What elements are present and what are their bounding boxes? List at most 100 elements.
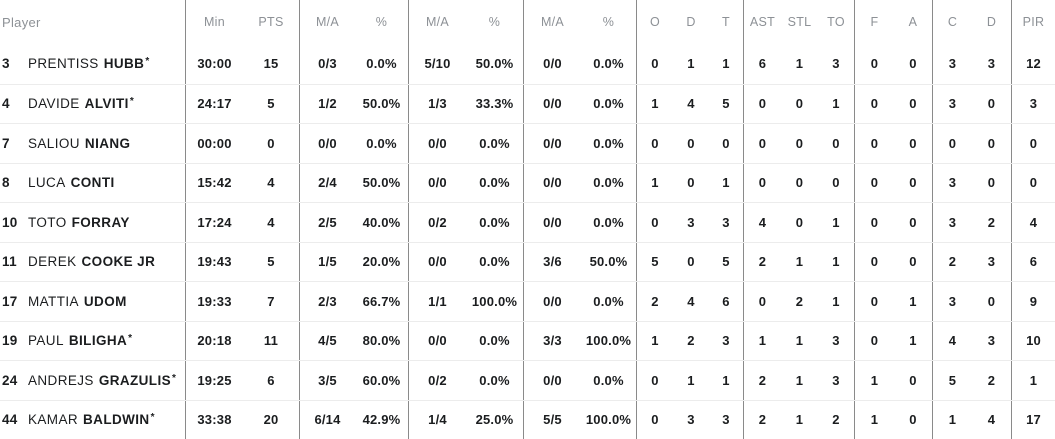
- offensive-rebounds-cell: 1: [651, 333, 659, 349]
- defensive-rebounds-cell: 4: [687, 293, 695, 309]
- ft-made-attempted-cell: 0/0: [543, 214, 562, 230]
- pir-cell: 4: [1029, 214, 1038, 230]
- player-row: 8 LUCA CONTI 15:42 4 2/4 50.0% 0/0 0.0% 0…: [0, 162, 1055, 202]
- defensive-rebounds-cell: 0: [687, 175, 695, 191]
- 2pt-percent-cell: 20.0%: [355, 242, 409, 281]
- 3pt-made-attempted-cell: 1/4: [428, 412, 447, 428]
- col-header-defensive-rebounds: D: [686, 15, 696, 29]
- blocks-against-cell: 0: [894, 400, 933, 439]
- assists-cell: 4: [758, 214, 767, 230]
- player-cell: 4 DAVIDE ALVITI*: [0, 84, 186, 123]
- player-last-name: GRAZULIS: [98, 372, 172, 388]
- fouls-drawn-cell: 0: [972, 282, 1012, 321]
- fouls-committed-cell: 3: [948, 96, 957, 112]
- ft-made-attempted-cell: 0/0: [543, 175, 562, 191]
- player-last-name: FORRAY: [71, 214, 130, 230]
- blocks-for-cell: 0: [870, 254, 879, 270]
- player-name: TOTO FORRAY: [28, 215, 131, 230]
- minutes-cell: 17:24: [197, 214, 232, 230]
- ft-made-attempted-cell: 3/6: [543, 254, 562, 270]
- player-name: SALIOU NIANG: [28, 136, 131, 151]
- blocks-against-cell: 0: [894, 44, 933, 84]
- minutes-cell: 00:00: [197, 135, 232, 151]
- player-row: 19 PAUL BILIGHA* 20:18 11 4/5 80.0% 0/0 0…: [0, 320, 1055, 360]
- fouls-committed-cell: 3: [948, 293, 957, 309]
- 2pt-made-attempted-cell: 6/14: [314, 412, 341, 428]
- points-cell: 5: [243, 242, 300, 281]
- player-first-name: KAMAR: [28, 412, 79, 428]
- player-first-name: ANDREJS: [28, 372, 94, 388]
- minutes-cell: 24:17: [197, 96, 232, 112]
- blocks-for-cell: 0: [870, 293, 879, 309]
- jersey-number: 3: [2, 56, 10, 72]
- ft-percent-cell: 100.0%: [581, 321, 637, 360]
- player-last-name: ALVITI: [84, 96, 129, 112]
- player-first-name: PAUL: [28, 333, 64, 349]
- 3pt-percent-cell: 50.0%: [466, 44, 524, 84]
- blocks-for-cell: 1: [870, 412, 879, 428]
- fouls-drawn-cell: 3: [972, 242, 1012, 281]
- player-name: KAMAR BALDWIN*: [28, 412, 155, 427]
- col-header-3pt-percent: %: [466, 0, 524, 44]
- ft-made-attempted-cell: 0/0: [543, 135, 562, 151]
- starter-asterisk: *: [145, 56, 150, 68]
- col-header-2pt-made-attempted: M/A: [315, 15, 340, 29]
- blocks-for-cell: 0: [870, 333, 879, 349]
- steals-cell: 0: [795, 175, 804, 191]
- 2pt-percent-cell: 42.9%: [355, 400, 409, 439]
- assists-cell: 0: [758, 293, 767, 309]
- steals-cell: 1: [795, 412, 804, 428]
- ft-percent-cell: 0.0%: [581, 361, 637, 400]
- starter-asterisk: *: [128, 333, 133, 345]
- offensive-rebounds-cell: 0: [651, 56, 659, 72]
- 2pt-percent-cell: 0.0%: [355, 124, 409, 163]
- defensive-rebounds-cell: 3: [687, 214, 695, 230]
- blocks-for-cell: 0: [870, 135, 879, 151]
- turnovers-cell: 3: [818, 321, 855, 360]
- 2pt-made-attempted-cell: 2/4: [318, 175, 337, 191]
- player-cell: 44 KAMAR BALDWIN*: [0, 400, 186, 439]
- jersey-number: 10: [2, 214, 18, 230]
- turnovers-cell: 1: [818, 242, 855, 281]
- fouls-drawn-cell: 2: [972, 203, 1012, 242]
- total-rebounds-cell: 5: [709, 84, 744, 123]
- blocks-against-cell: 0: [894, 163, 933, 202]
- minutes-cell: 33:38: [197, 412, 232, 428]
- col-header-fouls-drawn: D: [972, 0, 1012, 44]
- player-last-name: COOKE JR: [81, 254, 156, 270]
- player-row: 3 PRENTISS HUBB* 30:00 15 0/3 0.0% 5/10 5…: [0, 44, 1055, 84]
- 3pt-percent-cell: 0.0%: [466, 124, 524, 163]
- offensive-rebounds-cell: 0: [651, 135, 659, 151]
- fouls-committed-cell: 5: [948, 372, 957, 388]
- fouls-drawn-cell: 4: [972, 400, 1012, 439]
- header-row: Player Min PTS M/A % M/A % M/A % O D T A…: [0, 0, 1055, 44]
- points-cell: 11: [243, 321, 300, 360]
- ft-percent-cell: 0.0%: [581, 282, 637, 321]
- pir-cell: 1: [1029, 372, 1038, 388]
- ft-made-attempted-cell: 0/0: [543, 96, 562, 112]
- player-cell: 17 MATTIA UDOM: [0, 282, 186, 321]
- player-last-name: UDOM: [83, 293, 127, 309]
- player-name: LUCA CONTI: [28, 175, 116, 190]
- player-cell: 3 PRENTISS HUBB*: [0, 44, 186, 84]
- col-header-turnovers: TO: [818, 0, 855, 44]
- jersey-number: 24: [2, 372, 18, 388]
- pir-cell: 3: [1029, 96, 1038, 112]
- turnovers-cell: 3: [818, 361, 855, 400]
- ft-made-attempted-cell: 3/3: [543, 333, 562, 349]
- assists-cell: 6: [758, 56, 767, 72]
- ft-made-attempted-cell: 0/0: [543, 56, 562, 72]
- ft-percent-cell: 0.0%: [581, 84, 637, 123]
- steals-cell: 1: [795, 372, 804, 388]
- 3pt-percent-cell: 0.0%: [466, 203, 524, 242]
- 3pt-percent-cell: 33.3%: [466, 84, 524, 123]
- player-row: 4 DAVIDE ALVITI* 24:17 5 1/2 50.0% 1/3 33…: [0, 83, 1055, 123]
- steals-cell: 2: [795, 293, 804, 309]
- blocks-against-cell: 0: [894, 361, 933, 400]
- col-header-blocks-for: F: [870, 15, 879, 29]
- jersey-number: 44: [2, 412, 18, 428]
- points-cell: 15: [243, 44, 300, 84]
- player-last-name: HUBB: [103, 56, 145, 72]
- starter-asterisk: *: [172, 372, 177, 384]
